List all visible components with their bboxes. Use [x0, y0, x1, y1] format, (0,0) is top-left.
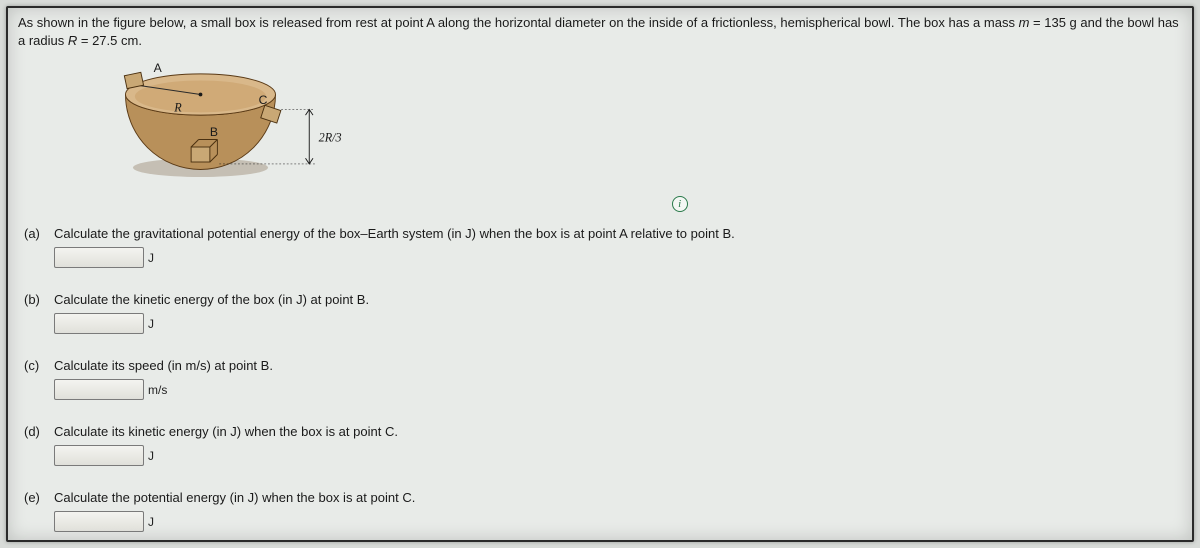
part-c-key: (c) — [24, 358, 46, 373]
point-A-box — [124, 72, 143, 88]
part-a-input[interactable] — [54, 247, 144, 268]
dim-label: 2R/3 — [319, 130, 342, 144]
part-c-input[interactable] — [54, 379, 144, 400]
part-b-question: Calculate the kinetic energy of the box … — [54, 292, 369, 307]
part-e: (e) Calculate the potential energy (in J… — [24, 490, 1182, 532]
label-B: B — [210, 125, 218, 139]
part-c: (c) Calculate its speed (in m/s) at poin… — [24, 358, 1182, 400]
prompt-text-pre: As shown in the figure below, a small bo… — [18, 15, 1019, 30]
label-C: C — [259, 93, 268, 107]
part-e-key: (e) — [24, 490, 46, 505]
part-b-key: (b) — [24, 292, 46, 307]
part-c-unit: m/s — [148, 383, 167, 397]
info-icon[interactable]: i — [672, 196, 688, 212]
part-a-question: Calculate the gravitational potential en… — [54, 226, 735, 241]
problem-statement: As shown in the figure below, a small bo… — [18, 14, 1182, 49]
part-d: (d) Calculate its kinetic energy (in J) … — [24, 424, 1182, 466]
question-frame: { "problem": { "text_pre": "As shown in … — [6, 6, 1194, 542]
bowl-figure: A R B C — [88, 57, 388, 207]
part-e-unit: J — [148, 515, 154, 529]
figure-container: A R B C — [88, 57, 1182, 212]
part-b-input[interactable] — [54, 313, 144, 334]
part-b: (b) Calculate the kinetic energy of the … — [24, 292, 1182, 334]
parts-list: (a) Calculate the gravitational potentia… — [18, 226, 1182, 532]
part-d-input[interactable] — [54, 445, 144, 466]
part-d-key: (d) — [24, 424, 46, 439]
part-d-question: Calculate its kinetic energy (in J) when… — [54, 424, 398, 439]
var-m: m — [1019, 15, 1030, 30]
part-d-unit: J — [148, 449, 154, 463]
part-a-key: (a) — [24, 226, 46, 241]
prompt-eq-R: = 27.5 cm. — [77, 33, 142, 48]
label-A: A — [154, 61, 163, 75]
part-c-question: Calculate its speed (in m/s) at point B. — [54, 358, 273, 373]
part-e-input[interactable] — [54, 511, 144, 532]
part-a-unit: J — [148, 251, 154, 265]
part-b-unit: J — [148, 317, 154, 331]
part-a: (a) Calculate the gravitational potentia… — [24, 226, 1182, 268]
label-R: R — [173, 100, 182, 114]
var-R: R — [68, 33, 77, 48]
part-e-question: Calculate the potential energy (in J) wh… — [54, 490, 415, 505]
